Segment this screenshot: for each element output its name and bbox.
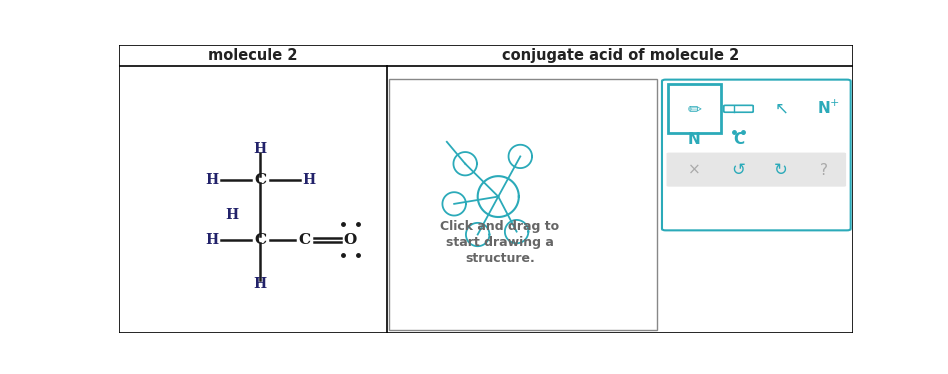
- Text: H: H: [302, 173, 316, 187]
- Text: C: C: [254, 233, 266, 247]
- Text: O: O: [343, 233, 356, 247]
- Text: ×: ×: [688, 163, 701, 178]
- Bar: [389, 79, 657, 330]
- Text: +: +: [830, 98, 839, 108]
- Text: N: N: [817, 101, 830, 116]
- Text: N: N: [688, 132, 701, 147]
- Text: structure.: structure.: [465, 252, 535, 265]
- Text: C: C: [733, 132, 744, 147]
- Text: H: H: [205, 233, 218, 247]
- Text: C: C: [299, 233, 311, 247]
- FancyBboxPatch shape: [668, 85, 721, 133]
- Text: H: H: [205, 173, 218, 187]
- Text: H: H: [254, 142, 267, 156]
- Text: start drawing a: start drawing a: [446, 236, 554, 249]
- Text: ✏: ✏: [687, 100, 702, 118]
- Text: ↺: ↺: [732, 162, 745, 180]
- FancyBboxPatch shape: [666, 153, 847, 187]
- FancyBboxPatch shape: [662, 80, 850, 230]
- Text: ↖: ↖: [775, 100, 788, 118]
- Text: ↻: ↻: [775, 162, 788, 180]
- Text: molecule 2: molecule 2: [209, 48, 298, 63]
- Text: H: H: [254, 277, 267, 291]
- Text: C: C: [254, 173, 266, 187]
- Text: H: H: [225, 208, 238, 222]
- Text: −: −: [698, 128, 708, 141]
- Text: ?: ?: [820, 163, 828, 178]
- FancyBboxPatch shape: [724, 105, 754, 112]
- Text: conjugate acid of molecule 2: conjugate acid of molecule 2: [501, 48, 738, 63]
- Text: Click and drag to: Click and drag to: [440, 220, 559, 233]
